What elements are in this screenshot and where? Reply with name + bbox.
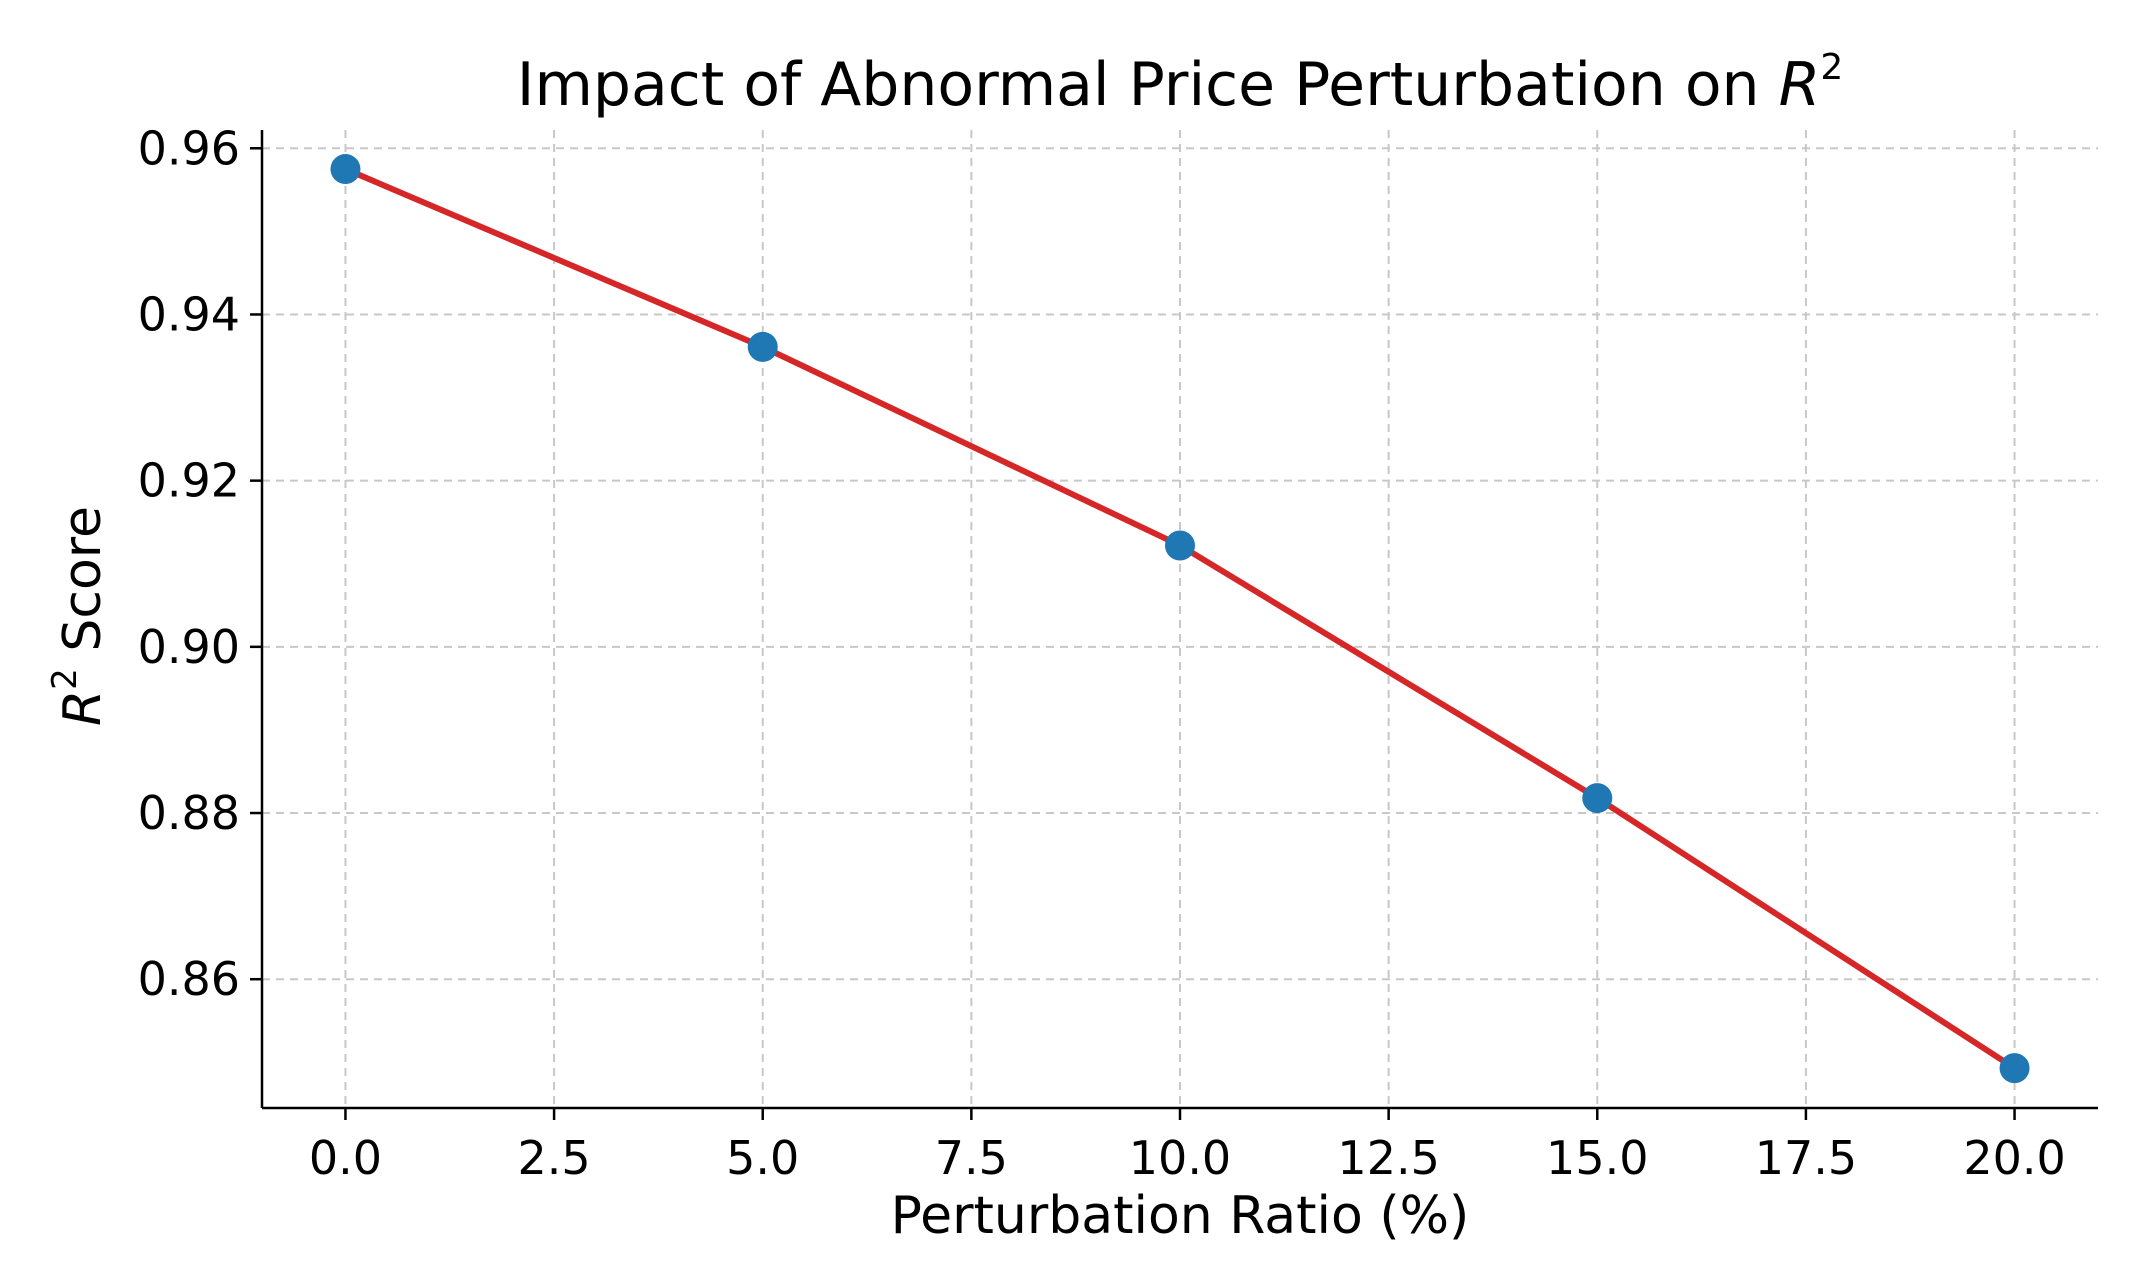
data-point xyxy=(747,331,778,362)
data-point xyxy=(1165,530,1195,561)
x-tick-label: 10.0 xyxy=(1129,1131,1231,1185)
x-tick-label: 15.0 xyxy=(1546,1131,1648,1185)
y-tick-label: 0.88 xyxy=(138,786,240,840)
y-tick-label: 0.92 xyxy=(138,454,240,508)
data-point xyxy=(1999,1053,2030,1084)
x-tick-label: 17.5 xyxy=(1755,1131,1857,1185)
labels-layer: Impact of Abnormal Price Perturbation on… xyxy=(45,47,2066,1246)
axes-layer xyxy=(250,130,2098,1120)
data-point xyxy=(330,154,361,185)
x-axis-title: Perturbation Ratio (%) xyxy=(891,1186,1470,1246)
y-tick-label: 0.94 xyxy=(138,287,240,341)
data-point xyxy=(1582,783,1613,814)
x-tick-label: 0.0 xyxy=(309,1131,382,1185)
y-tick-label: 0.86 xyxy=(138,952,240,1006)
y-tick-label: 0.90 xyxy=(138,620,240,674)
x-tick-label: 2.5 xyxy=(518,1131,591,1185)
series-layer xyxy=(330,154,2030,1084)
x-tick-label: 5.0 xyxy=(726,1131,799,1185)
y-axis-title: R2 Score xyxy=(45,506,113,726)
x-tick-label: 7.5 xyxy=(935,1131,1008,1185)
y-tick-label: 0.96 xyxy=(138,121,240,175)
chart-title: Impact of Abnormal Price Perturbation on… xyxy=(517,47,1843,120)
grid-layer xyxy=(262,130,2098,1108)
x-tick-label: 12.5 xyxy=(1337,1131,1439,1185)
x-tick-label: 20.0 xyxy=(1963,1131,2065,1185)
